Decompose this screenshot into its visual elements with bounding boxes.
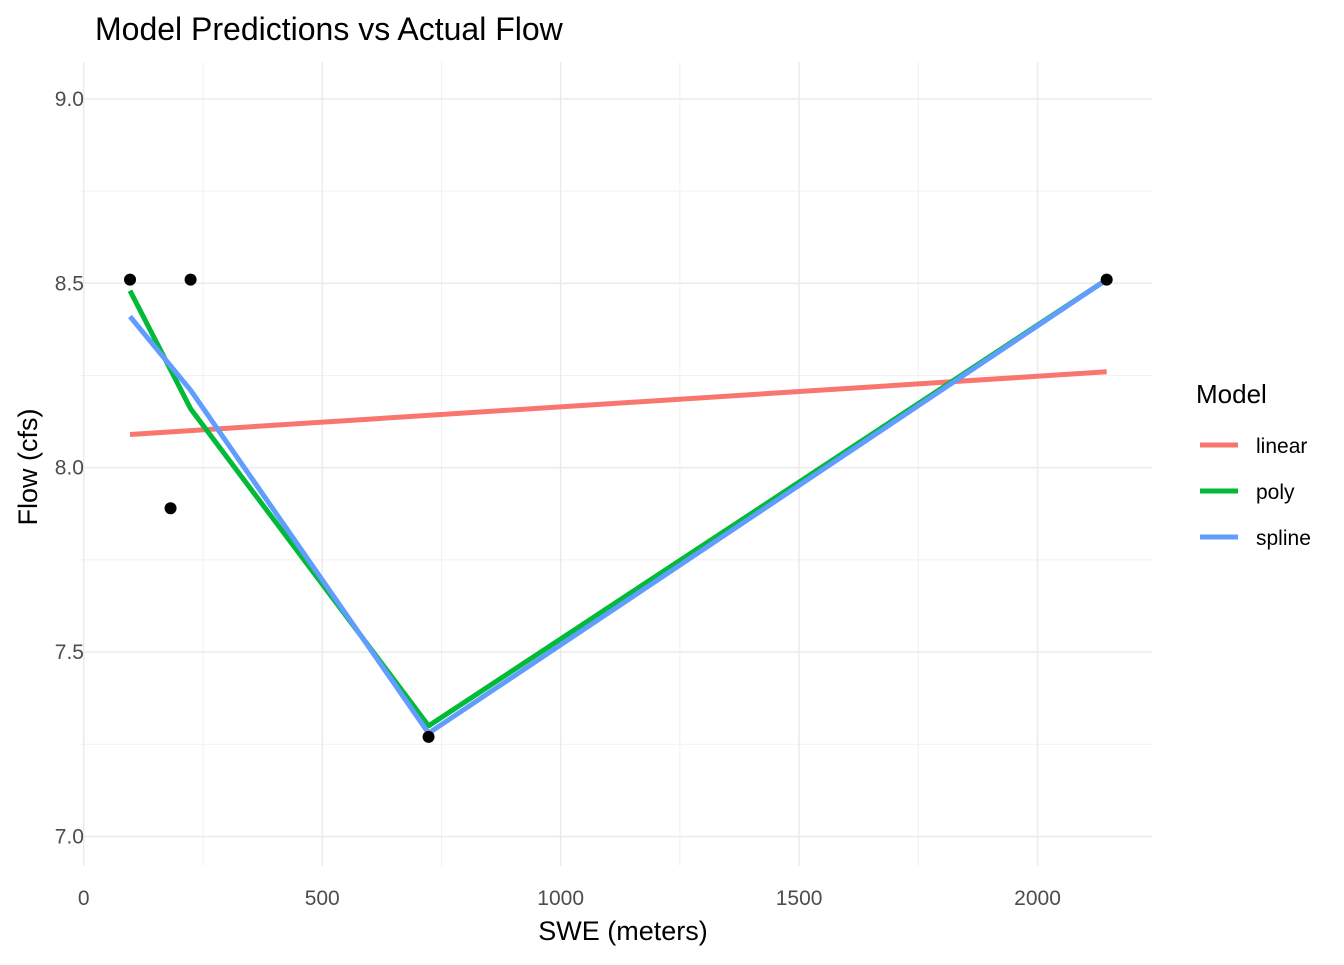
grid-minor <box>79 62 1152 866</box>
x-tick-label: 1000 <box>537 887 584 910</box>
x-axis-title: SWE (meters) <box>538 916 708 946</box>
legend-label-spline: spline <box>1256 527 1311 550</box>
x-tick-label: 500 <box>305 887 340 910</box>
data-point <box>422 730 435 743</box>
data-point <box>1100 273 1113 286</box>
y-tick-label: 7.5 <box>55 641 84 664</box>
data-points <box>124 273 1113 743</box>
data-point <box>184 273 197 286</box>
series-line-linear <box>129 369 1107 437</box>
y-tick-label: 7.0 <box>55 825 84 848</box>
legend: Model linear poly spline <box>1196 379 1311 550</box>
series-line-spline <box>128 277 1109 736</box>
x-tick-label: 2000 <box>1014 887 1061 910</box>
data-point <box>164 502 177 515</box>
grid-major <box>79 62 1152 866</box>
legend-title: Model <box>1196 379 1267 409</box>
y-axis-tick-labels: 7.0 7.5 8.0 8.5 9.0 <box>55 88 84 849</box>
data-point <box>124 273 137 286</box>
series-line-poly <box>127 277 1109 729</box>
legend-label-linear: linear <box>1256 435 1307 458</box>
chart-title: Model Predictions vs Actual Flow <box>95 11 564 47</box>
x-axis-tick-labels: 0 500 1000 1500 2000 <box>78 887 1061 910</box>
y-tick-label: 8.0 <box>55 457 84 480</box>
y-tick-label: 8.5 <box>55 272 84 295</box>
y-tick-label: 9.0 <box>55 88 84 111</box>
x-tick-label: 1500 <box>776 887 823 910</box>
series-lines <box>127 277 1109 736</box>
legend-label-poly: poly <box>1256 481 1295 504</box>
y-axis-title: Flow (cfs) <box>13 409 43 526</box>
x-tick-label: 0 <box>78 887 90 910</box>
